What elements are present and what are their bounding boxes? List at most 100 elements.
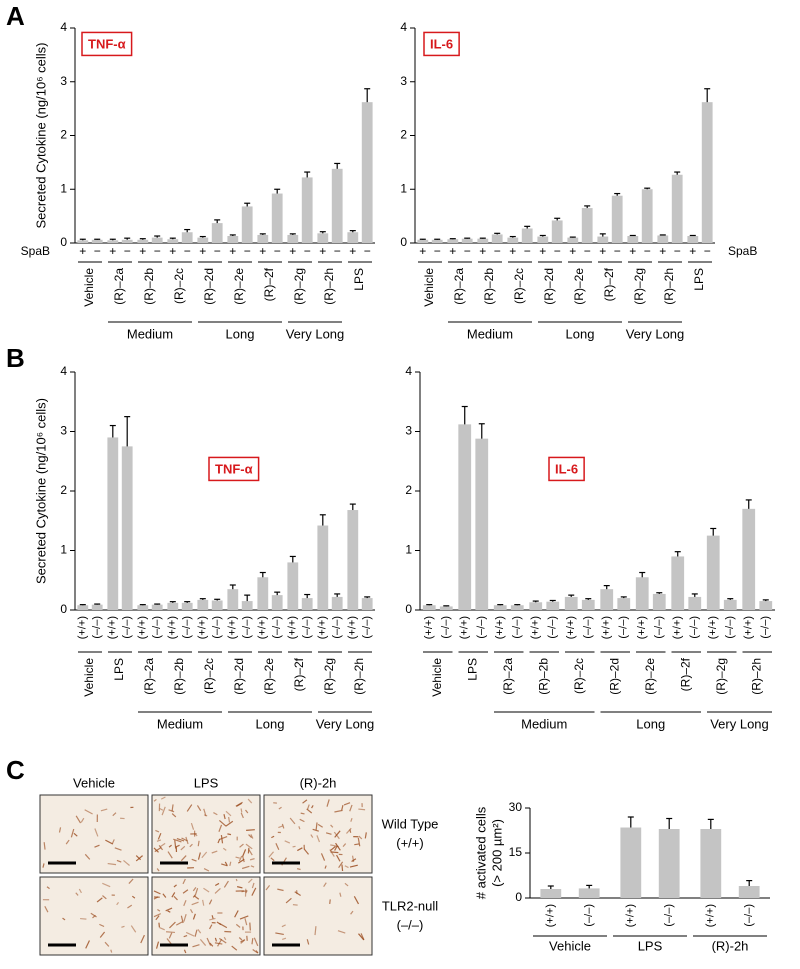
cell-stain <box>186 804 193 812</box>
cell-stain <box>282 937 287 941</box>
series-label: (–/–) <box>547 616 559 639</box>
bar <box>611 195 623 243</box>
bar <box>742 508 756 610</box>
x-tick-label: (R)–2g <box>292 268 306 305</box>
cell-stain <box>235 923 241 928</box>
cell-stain <box>156 868 160 872</box>
cell-stain <box>231 945 238 951</box>
x-tick-label: (R)–2c <box>572 658 586 694</box>
bar <box>447 239 459 243</box>
cell-stain <box>343 802 351 806</box>
series-label: − <box>584 244 591 258</box>
bar <box>77 240 89 243</box>
series-label: (–/–) <box>301 616 313 639</box>
series-label: (+/+) <box>423 616 435 639</box>
cell-stain <box>123 859 130 866</box>
x-tick-label: (R)-2h <box>712 938 749 953</box>
series-label: (+/+) <box>601 616 613 639</box>
cell-stain <box>127 904 133 909</box>
bar <box>361 598 373 610</box>
bar <box>121 239 133 243</box>
bar <box>167 239 179 243</box>
cell-stain <box>249 858 255 861</box>
series-label: + <box>419 244 426 258</box>
cell-stain <box>165 907 173 912</box>
cell-stain <box>176 844 180 848</box>
bar <box>439 606 453 610</box>
cell-stain <box>153 890 161 895</box>
y-tick-label: 0 <box>405 602 412 616</box>
y-tick-label: 0 <box>60 235 67 249</box>
cell-stain <box>105 839 114 845</box>
x-tick-label: (R)–2b <box>482 268 496 305</box>
series-label: + <box>319 244 326 258</box>
bar <box>151 237 163 243</box>
cell-stain <box>350 817 353 822</box>
series-label: − <box>554 244 561 258</box>
y-tick-label: 0 <box>60 602 67 616</box>
bar <box>687 236 699 243</box>
series-label: − <box>704 244 711 258</box>
cell-stain <box>214 942 223 945</box>
cell-stain <box>344 865 349 869</box>
bar <box>331 596 343 610</box>
cell-stain <box>248 834 253 839</box>
cell-stain <box>353 895 360 905</box>
cell-stain <box>214 887 221 894</box>
cell-stain <box>192 944 200 948</box>
series-label: + <box>449 244 456 258</box>
cell-stain <box>240 808 243 813</box>
bar <box>521 228 533 243</box>
series-label: + <box>199 244 206 258</box>
y-tick-label: 2 <box>60 128 67 142</box>
series-label: − <box>244 244 251 258</box>
x-tick-label: (R)–2b <box>536 658 550 695</box>
cell-stain <box>325 832 332 835</box>
bar <box>658 829 680 898</box>
x-tick-label: Vehicle <box>549 938 591 953</box>
cell-stain <box>116 902 120 906</box>
series-label: (–/–) <box>743 904 755 927</box>
series-label: − <box>334 244 341 258</box>
cell-stain <box>75 815 82 824</box>
chart-title: TNF-α <box>88 36 126 51</box>
cell-stain <box>84 809 93 815</box>
series-label: + <box>229 244 236 258</box>
cell-stain <box>281 924 286 928</box>
cell-stain <box>209 917 216 921</box>
y-tick-label: 0 <box>400 235 407 249</box>
group-label: Medium <box>521 716 567 731</box>
cell-stain <box>341 864 344 872</box>
cell-stain <box>85 940 90 949</box>
y-tick-label: 3 <box>400 74 407 88</box>
bar <box>493 605 507 610</box>
cell-stain <box>350 910 354 915</box>
cell-stain <box>278 825 283 829</box>
y-tick-label: 1 <box>405 543 412 557</box>
group-label: Long <box>226 326 255 341</box>
bar <box>422 605 436 610</box>
cell-stain <box>242 849 247 857</box>
cell-stain <box>192 913 196 920</box>
row-label: (–/–) <box>397 917 424 932</box>
cell-stain <box>197 840 200 847</box>
row-label: SpaB <box>728 244 757 258</box>
series-label: (–/–) <box>689 616 701 639</box>
cell-stain <box>281 823 285 829</box>
cell-stain <box>65 839 70 845</box>
series-label: (+/+) <box>137 616 149 639</box>
cell-stain <box>223 880 229 888</box>
chart-title: IL-6 <box>555 461 578 476</box>
cell-stain <box>248 849 253 856</box>
cell-stain <box>192 894 196 898</box>
series-label: (+/+) <box>494 616 506 639</box>
cell-stain <box>354 843 360 846</box>
cell-stain <box>306 808 313 814</box>
chart-title: TNF-α <box>215 461 253 476</box>
x-tick-label: (R)–2e <box>643 658 657 695</box>
cell-stain <box>292 904 298 906</box>
cell-stain <box>271 835 275 839</box>
cell-stain <box>312 828 319 832</box>
cell-stain <box>241 865 250 870</box>
cell-stain <box>245 890 248 894</box>
